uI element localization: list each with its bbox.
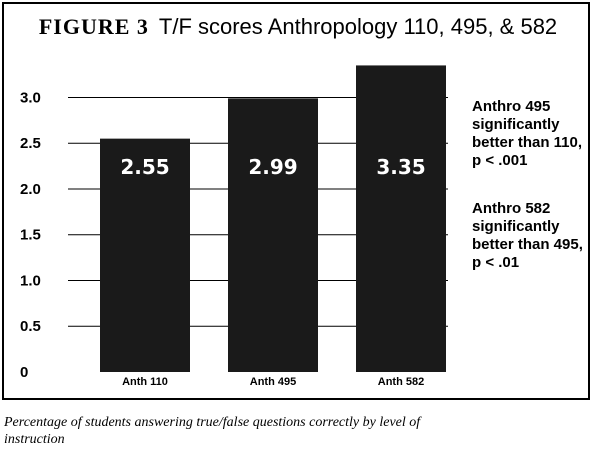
y-tick-label: 1.5 — [20, 227, 41, 244]
annotation-495-vs-110: Anthro 495 significantly better than 110… — [472, 98, 584, 170]
annotation-582-vs-495: Anthro 582 significantly better than 495… — [472, 200, 584, 272]
chart-title: T/F scores Anthropology 110, 495, & 582 — [158, 14, 558, 39]
y-tick-label: 1.0 — [20, 272, 41, 289]
bars: 2.55 2.99 3.35 — [100, 65, 446, 373]
y-tick-label: 0 — [20, 364, 28, 381]
bar — [100, 138, 190, 372]
y-tick-label: 2.5 — [20, 135, 41, 152]
bar — [356, 65, 446, 372]
y-tick-label: 2.0 — [20, 181, 41, 198]
annotation-text: Anthro 582 significantly better than 495… — [472, 200, 583, 271]
bar — [228, 98, 318, 373]
y-tick-label: 3.0 — [20, 89, 41, 106]
data-label: 2.55 — [120, 155, 169, 179]
x-axis-ticks: Anth 110 Anth 495 Anth 582 — [122, 376, 424, 388]
x-tick-label: Anth 110 — [122, 376, 168, 388]
figure-caption: Percentage of students answering true/fa… — [4, 415, 421, 447]
x-tick-label: Anth 582 — [378, 376, 424, 388]
annotation-text: Anthro 495 significantly better than 110… — [472, 98, 583, 169]
y-axis-ticks: 0 0.5 1.0 1.5 2.0 2.5 3.0 — [20, 89, 41, 381]
figure-title: FIGURE 3 T/F scores Anthropology 110, 495… — [0, 14, 596, 40]
y-tick-label: 0.5 — [20, 318, 41, 335]
x-tick-label: Anth 495 — [250, 376, 296, 388]
figure-label: FIGURE 3 — [38, 14, 149, 39]
data-label: 3.35 — [376, 155, 425, 179]
data-label: 2.99 — [248, 155, 297, 179]
